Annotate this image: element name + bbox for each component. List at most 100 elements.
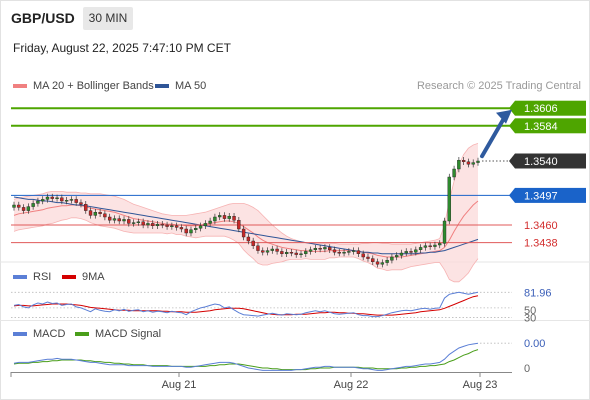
candle-body (45, 196, 50, 200)
candle-body (170, 225, 174, 228)
current-price-tag-notch (509, 153, 515, 169)
candle-body (131, 222, 136, 224)
legend-macd: MACD (13, 328, 65, 340)
legend-ma20-label: MA 20 + Bollinger Bands (33, 80, 154, 92)
candle-body (409, 251, 413, 253)
candle-body (423, 245, 428, 248)
datetime-label: Friday, August 22, 2025 7:47:10 PM CET (13, 41, 231, 55)
candle-body (337, 251, 341, 254)
candle-body (371, 258, 375, 263)
candle-body (318, 247, 322, 250)
candle-body (127, 219, 131, 224)
candle-body (198, 225, 203, 229)
candle-body (12, 204, 16, 208)
candle-body (203, 223, 208, 226)
legend-9ma: 9MA (62, 271, 105, 283)
legend-macd-signal: MACD Signal (75, 328, 161, 340)
candle-body (418, 247, 423, 250)
target-level-label-1.3606: 1.3606 (524, 103, 558, 115)
candle-body (21, 207, 26, 211)
candle-body (452, 168, 456, 178)
target-level-tag-notch (509, 118, 515, 134)
candle-body (404, 251, 408, 254)
legend-rsi: RSI (13, 271, 51, 283)
legend-9ma-label: 9MA (82, 271, 105, 283)
macd-line (13, 342, 479, 371)
rsi-value-label: 81.96 (524, 287, 552, 299)
candle-body (438, 243, 442, 246)
candle-body (328, 247, 332, 250)
candle-body (107, 216, 112, 221)
candle-body (112, 218, 117, 221)
timeframe-badge[interactable]: 30 MIN (83, 7, 133, 30)
candle-body (280, 251, 284, 254)
x-tick-label-2: Aug 23 (463, 379, 498, 391)
candle-body (88, 210, 93, 216)
target-level-label-1.3584: 1.3584 (524, 121, 558, 133)
symbol-title: GBP/USD (11, 10, 75, 26)
current-price-tag (515, 153, 586, 169)
candle-body (36, 200, 40, 204)
candle-body (98, 211, 102, 214)
candle-body (390, 256, 394, 261)
candle-body (270, 248, 274, 251)
candle-body (347, 251, 351, 253)
legend-rsi-label: RSI (33, 271, 52, 283)
legend-9ma-swatch (62, 275, 76, 279)
candle-body (428, 245, 432, 248)
candle-body (461, 159, 466, 162)
legend-ma20-bb: MA 20 + Bollinger Bands (13, 80, 154, 92)
candle-body (332, 249, 337, 253)
forecast-arrow-shaft (480, 112, 508, 159)
candle-body (160, 223, 164, 226)
support-level-label-1.3460: 1.3460 (524, 220, 558, 232)
candle-body (232, 215, 236, 221)
target-level-tag-1.3606 (515, 100, 586, 116)
candle-body (227, 215, 231, 219)
x-tick-label-0: Aug 21 (162, 379, 197, 391)
candle-body (184, 228, 188, 234)
candle-body (213, 216, 217, 222)
candle-body (174, 225, 179, 228)
candle-body (237, 219, 241, 230)
candle-body (41, 199, 45, 202)
candle-body (17, 204, 21, 208)
legend-ma50-swatch (155, 84, 169, 88)
candle-body (375, 261, 380, 265)
candle-body (289, 251, 294, 254)
macd-signal-line (13, 349, 479, 371)
candle-body (476, 160, 480, 163)
candle-body (313, 247, 318, 250)
candle-body (385, 260, 389, 263)
candle-body (31, 203, 35, 207)
candle-body (103, 213, 107, 218)
candle-body (189, 229, 193, 234)
forecast-arrow-head (496, 109, 512, 124)
candle-body (55, 197, 59, 200)
legend-macd-label: MACD (33, 328, 66, 340)
target-level-tag-notch (509, 100, 515, 116)
candle-body (241, 228, 246, 238)
candle-body (179, 227, 184, 230)
candle-body (308, 249, 313, 252)
candle-body (466, 161, 471, 165)
macd-tick-zero: 0 (524, 363, 530, 375)
candle-body (165, 224, 169, 227)
candle-body (69, 199, 74, 201)
research-credit: Research © 2025 Trading Central (416, 80, 581, 92)
candle-body (136, 221, 141, 224)
bollinger-lower-line (13, 217, 479, 283)
candle-body (366, 256, 370, 259)
candle-body (146, 223, 150, 226)
candle-body (284, 251, 289, 254)
candle-body (194, 227, 198, 230)
candle-body (265, 250, 270, 253)
candle-body (122, 219, 126, 222)
candle-body (141, 221, 145, 226)
candle-body (222, 215, 227, 219)
candle-body (356, 250, 361, 255)
ma20-line (13, 200, 479, 258)
x-tick-label-1: Aug 22 (334, 379, 369, 391)
legend-ma20-swatch (13, 84, 27, 88)
